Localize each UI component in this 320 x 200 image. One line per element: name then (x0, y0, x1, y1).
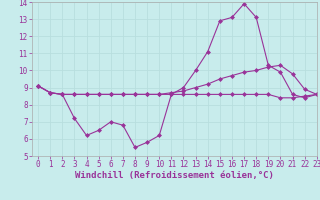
X-axis label: Windchill (Refroidissement éolien,°C): Windchill (Refroidissement éolien,°C) (75, 171, 274, 180)
